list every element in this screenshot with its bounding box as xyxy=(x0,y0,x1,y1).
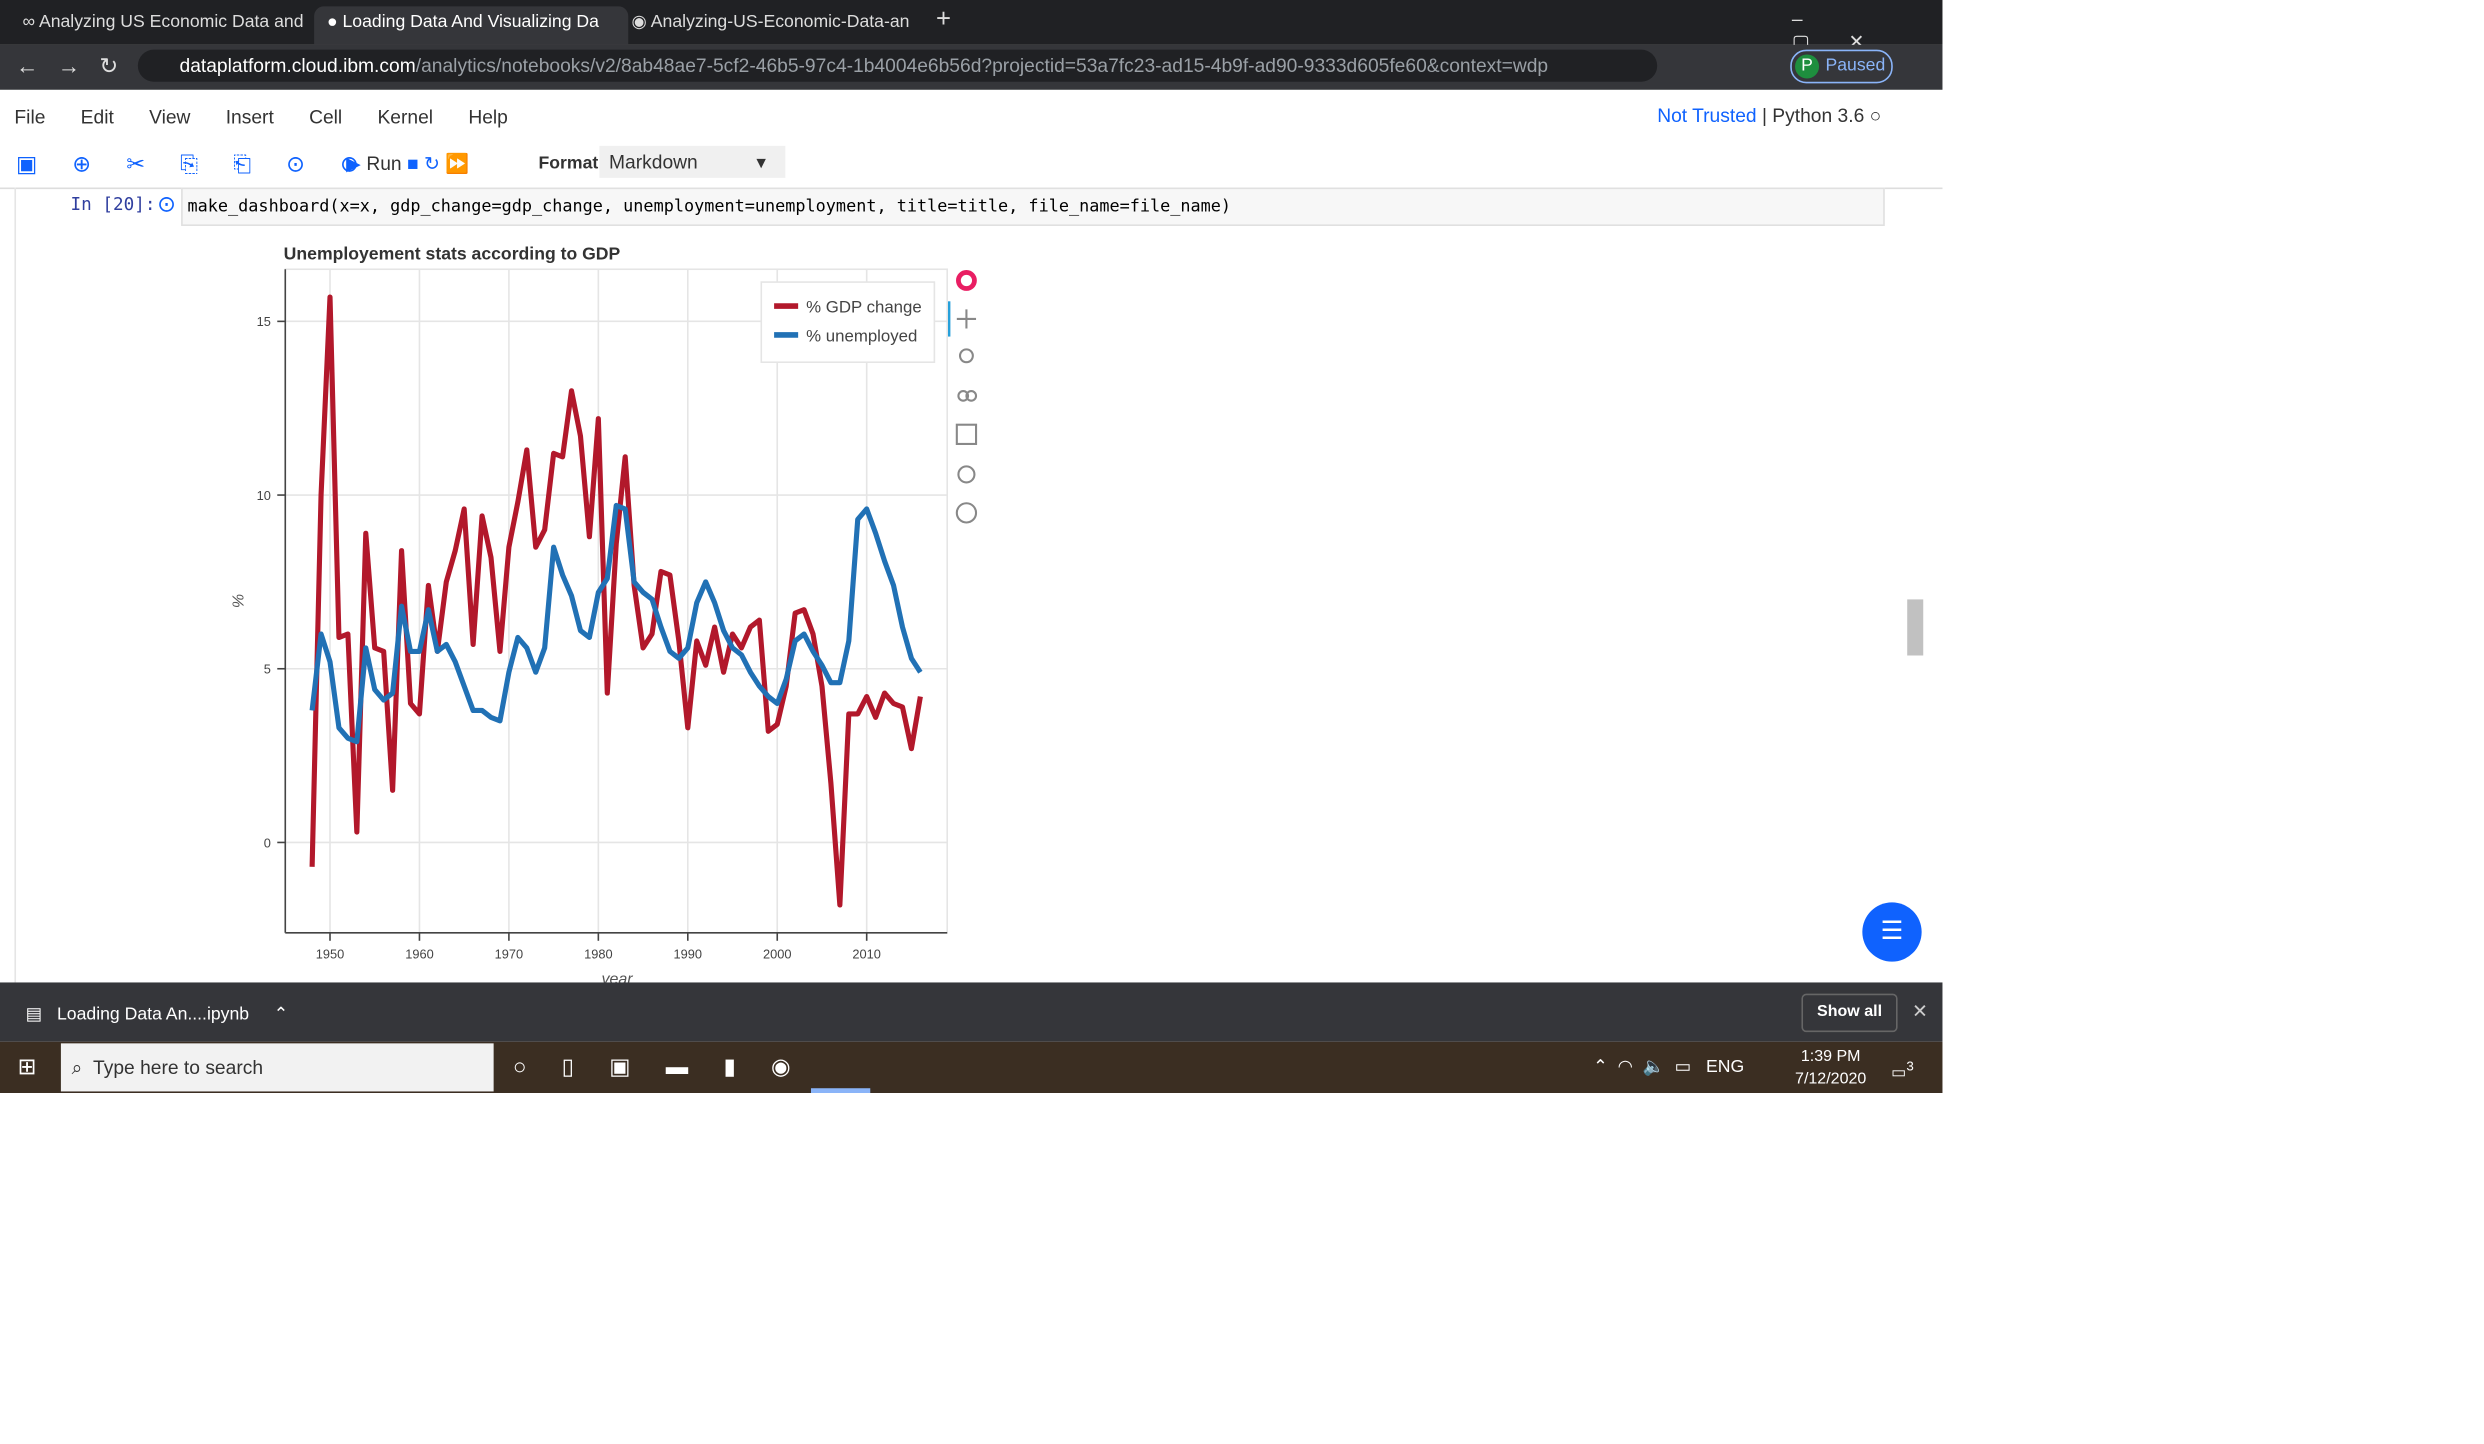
menu-bar: File Edit View Insert Cell Kernel Help xyxy=(14,106,543,128)
x-tick-label: 2010 xyxy=(852,946,881,961)
menu-item[interactable]: Kernel xyxy=(377,105,434,129)
toolbar-icons[interactable]: ▣ ⊕ ✂ ⎘ ⎗ ⊙ ⊙ xyxy=(16,150,374,177)
y-tick-label: 10 xyxy=(257,488,271,503)
y-axis-label: % xyxy=(230,594,248,608)
x-axis-label: year xyxy=(600,970,633,982)
tab-active[interactable]: ● Loading Data And Visualizing Da xyxy=(314,6,629,45)
run-label: Run xyxy=(366,152,402,175)
active-app xyxy=(810,1088,871,1094)
url: dataplatform.cloud.ibm.com/analytics/not… xyxy=(180,54,1622,76)
tab[interactable]: ◉ Analyzing-US-Economic-Data-an xyxy=(631,12,910,33)
code[interactable]: make_dashboard(x=x, gdp_change=gdp_chang… xyxy=(181,187,1885,226)
cell xyxy=(14,187,1907,983)
time: 1:39 PM xyxy=(1800,1048,1861,1066)
download-bar xyxy=(0,982,1943,1042)
chart: Unemployement stats according to GDP yea… xyxy=(230,244,978,982)
cell-type[interactable]: Markdown ▾ xyxy=(599,145,786,178)
legend xyxy=(760,281,936,364)
x-tick-label: 1970 xyxy=(495,946,524,961)
notification-count: 3 xyxy=(1906,1057,1914,1074)
tab-title: Analyzing US Economic Data and xyxy=(38,12,303,33)
new-tab[interactable]: + xyxy=(935,6,951,34)
screenshot: ∞ Analyzing US Economic Data and ● Loadi… xyxy=(0,0,1943,1094)
tool-active xyxy=(947,301,951,337)
legend-label: % unemployed xyxy=(806,326,917,345)
x-tick-label: 1950 xyxy=(316,946,345,961)
trust[interactable]: Not Trusted xyxy=(1657,104,1757,127)
chat-button[interactable]: ☰ xyxy=(1862,902,1922,962)
format-label: Format xyxy=(538,153,599,174)
menu-item[interactable]: File xyxy=(14,105,46,129)
language: ENG xyxy=(1705,1057,1745,1078)
legend-label: % GDP change xyxy=(806,298,922,317)
url-path: /analytics/notebooks/v2/8ab48ae7-5cf2-46… xyxy=(415,54,1549,77)
search-placeholder: Type here to search xyxy=(93,1056,264,1079)
kernel-info: Not Trusted | Python 3.6 ○ xyxy=(1657,104,1882,127)
scrollbar[interactable] xyxy=(1907,599,1924,656)
date: 7/12/2020 xyxy=(1795,1070,1867,1089)
run-button[interactable]: ▶ Run ■ ↻ ⏩ xyxy=(346,152,470,175)
run-cell[interactable]: ⊙ xyxy=(157,190,176,217)
y-tick-label: 15 xyxy=(257,314,271,329)
y-tick-label: 5 xyxy=(264,662,271,677)
menu-item[interactable]: View xyxy=(149,105,191,129)
plot-area xyxy=(284,268,948,934)
omnibox[interactable] xyxy=(137,49,1658,82)
download-file: Loading Data An....ipynb xyxy=(56,1004,250,1025)
menu-item[interactable]: Insert xyxy=(225,105,274,129)
clock[interactable]: 1:39 PM 7/12/2020 xyxy=(1795,1047,1866,1092)
x-tick-label: 1960 xyxy=(405,946,434,961)
download-item[interactable]: ▤ Loading Data An....ipynb ⌃ xyxy=(25,1004,289,1025)
show-all[interactable]: Show all xyxy=(1801,993,1898,1033)
line xyxy=(309,502,923,745)
bokeh-tools[interactable] xyxy=(955,270,978,524)
line xyxy=(309,294,923,908)
taskbar-apps[interactable]: ○▯▣▬▮◉ xyxy=(512,1052,826,1079)
menu-item[interactable]: Cell xyxy=(309,105,343,129)
tray: ⌃ ◠ 🔈 ▭ ENG xyxy=(1593,1057,1745,1078)
notifications[interactable]: ▭3 xyxy=(1891,1057,1914,1083)
tab-title: Analyzing-US-Economic-Data-an xyxy=(650,12,910,33)
nav-buttons[interactable]: ←→↻ xyxy=(16,52,138,79)
tab-title: Loading Data And Visualizing Da xyxy=(342,12,599,33)
profile-status: Paused xyxy=(1825,56,1886,76)
start[interactable]: ⊞ xyxy=(17,1052,37,1079)
profile[interactable]: P Paused xyxy=(1790,49,1893,84)
menu-item[interactable]: Help xyxy=(468,105,508,129)
avatar: P xyxy=(1795,54,1820,79)
tab[interactable]: ∞ Analyzing US Economic Data and xyxy=(22,12,303,33)
x-tick-label: 2000 xyxy=(763,946,792,961)
close-downloads[interactable]: ✕ xyxy=(1912,1000,1929,1023)
menu-item[interactable]: Edit xyxy=(80,105,114,129)
cell-type-label: Markdown xyxy=(609,150,698,174)
x-tick-label: 1990 xyxy=(674,946,703,961)
chart-title: Unemployement stats according to GDP xyxy=(284,244,621,264)
x-tick-label: 1980 xyxy=(584,946,613,961)
search-box[interactable]: ⌕ Type here to search xyxy=(60,1043,494,1092)
url-host: dataplatform.cloud.ibm.com xyxy=(179,54,416,77)
y-tick-label: 0 xyxy=(264,835,271,850)
kernel: Python 3.6 xyxy=(1772,104,1865,127)
prompt: In [20]: xyxy=(70,193,156,215)
